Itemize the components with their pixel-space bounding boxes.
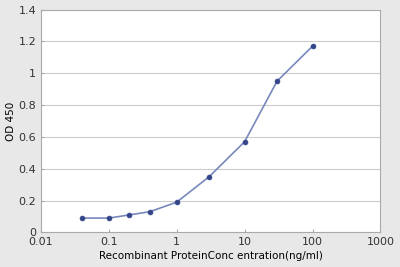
- Y-axis label: OD 450: OD 450: [6, 101, 16, 141]
- X-axis label: Recombinant ProteinConc entration(ng/ml): Recombinant ProteinConc entration(ng/ml): [99, 252, 323, 261]
